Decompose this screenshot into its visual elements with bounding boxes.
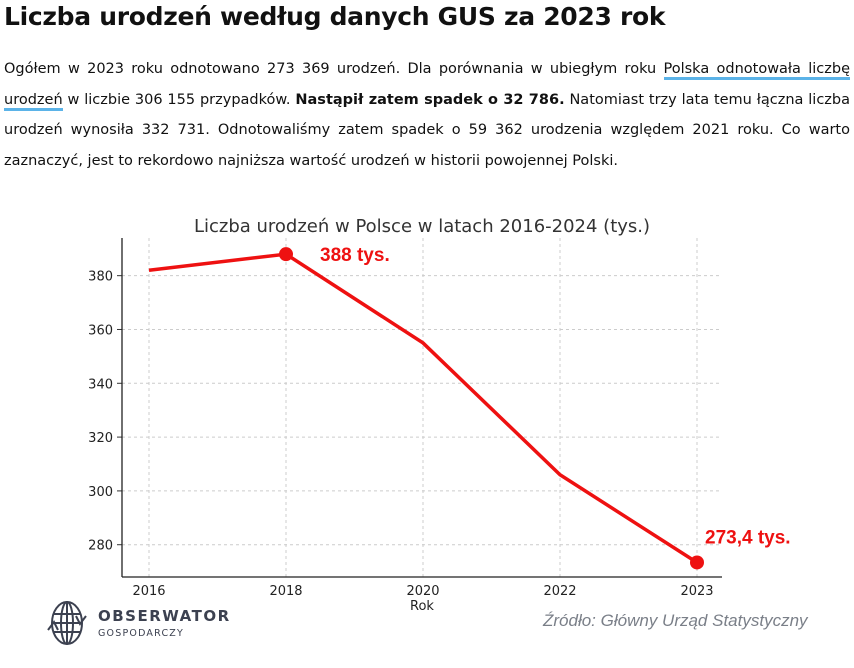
x-tick-label: 2022: [543, 584, 576, 599]
globe-icon: [47, 601, 87, 645]
x-tick-label: 2023: [680, 584, 713, 599]
x-tick-label: 2018: [269, 584, 302, 599]
data-point: [279, 247, 293, 262]
logo: OBSERWATOR GOSPODARCZY: [44, 600, 231, 646]
y-tick-label: 380: [88, 270, 113, 285]
series-line: [148, 252, 698, 564]
bold-text: Nastąpił zatem spadek o 32 786.: [295, 91, 565, 108]
chart-title: Liczba urodzeń w Polsce w latach 2016-20…: [194, 216, 650, 237]
x-axis-label: Rok: [410, 599, 434, 614]
text: w liczbie 306 155 przypadków.: [62, 91, 296, 108]
y-tick-label: 320: [88, 431, 113, 446]
x-tick-label: 2020: [406, 584, 439, 599]
source-note: Źródło: Główny Urząd Statystyczny: [543, 611, 808, 630]
logo-subtitle: GOSPODARCZY: [98, 628, 184, 639]
y-tick-label: 360: [88, 323, 113, 338]
text: Ogółem w 2023 roku odnotowano 273 369 ur…: [4, 61, 664, 77]
text: Natomiast trzy lata temu łączna liczba u…: [4, 91, 850, 169]
y-tick-label: 300: [88, 485, 113, 500]
y-tick-label: 340: [88, 377, 113, 392]
data-point: [690, 555, 704, 570]
data-label: 388 tys.: [320, 245, 390, 266]
article-paragraph: Ogółem w 2023 roku odnotowano 273 369 ur…: [4, 54, 850, 176]
y-tick-label: 280: [88, 539, 113, 554]
births-link[interactable]: Polska odnotowała liczbę urodzeń: [4, 61, 850, 111]
data-label: 273,4 tys.: [705, 527, 791, 548]
x-tick-label: 2016: [132, 584, 165, 599]
article-title: Liczba urodzeń według danych GUS za 2023…: [4, 2, 666, 31]
logo-name: OBSERWATOR: [98, 607, 231, 625]
